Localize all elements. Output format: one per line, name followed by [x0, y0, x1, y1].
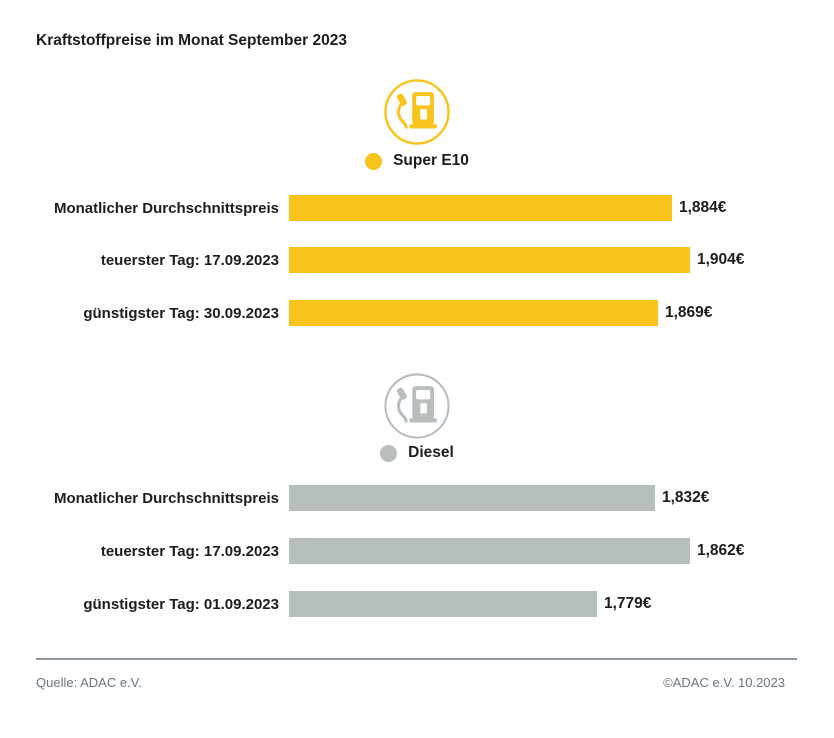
bar-value: 1,832€ — [662, 489, 710, 506]
page-title: Kraftstoffpreise im Monat September 2023 — [36, 32, 347, 49]
legend-super-e10: Super E10 — [0, 152, 834, 170]
footer-divider — [36, 658, 797, 660]
bar-label: Monatlicher Durchschnittspreis — [53, 199, 279, 217]
copyright-text: ©ADAC e.V. 10.2023 — [663, 675, 785, 690]
bar-label: günstigster Tag: 01.09.2023 — [83, 595, 279, 613]
bar — [289, 247, 690, 273]
bar — [289, 300, 658, 326]
bar-value: 1,884€ — [679, 199, 727, 216]
bar-row: Monatlicher Durchschnittspreis 1,884€ — [0, 195, 726, 221]
bar-label: teuerster Tag: 17.09.2023 — [100, 542, 279, 560]
bar — [289, 485, 655, 511]
fuel-pump-icon — [0, 78, 834, 146]
bar-label: Monatlicher Durchschnittspreis — [53, 489, 279, 507]
bar-value: 1,869€ — [665, 304, 713, 321]
legend-diesel: Diesel — [0, 444, 834, 462]
bar — [289, 538, 690, 564]
bar-label: günstigster Tag: 30.09.2023 — [83, 304, 279, 322]
bar-value: 1,779€ — [604, 595, 652, 612]
legend-dot — [380, 444, 398, 462]
fuel-pump-icon — [0, 372, 834, 440]
bar-row: Monatlicher Durchschnittspreis 1,832€ — [0, 485, 709, 511]
bar-row: teuerster Tag: 17.09.2023 1,862€ — [0, 538, 744, 564]
bar-label: teuerster Tag: 17.09.2023 — [100, 251, 279, 269]
bar — [289, 591, 597, 617]
legend-dot — [365, 152, 383, 170]
source-text: Quelle: ADAC e.V. — [36, 675, 142, 690]
legend-label: Super E10 — [393, 152, 469, 169]
bar-value: 1,904€ — [697, 251, 745, 268]
bar-row: günstigster Tag: 01.09.2023 1,779€ — [0, 591, 651, 617]
bar — [289, 195, 672, 221]
bar-value: 1,862€ — [697, 542, 745, 559]
bar-row: teuerster Tag: 17.09.2023 1,904€ — [0, 247, 744, 273]
legend-label: Diesel — [408, 444, 454, 461]
bar-row: günstigster Tag: 30.09.2023 1,869€ — [0, 300, 712, 326]
